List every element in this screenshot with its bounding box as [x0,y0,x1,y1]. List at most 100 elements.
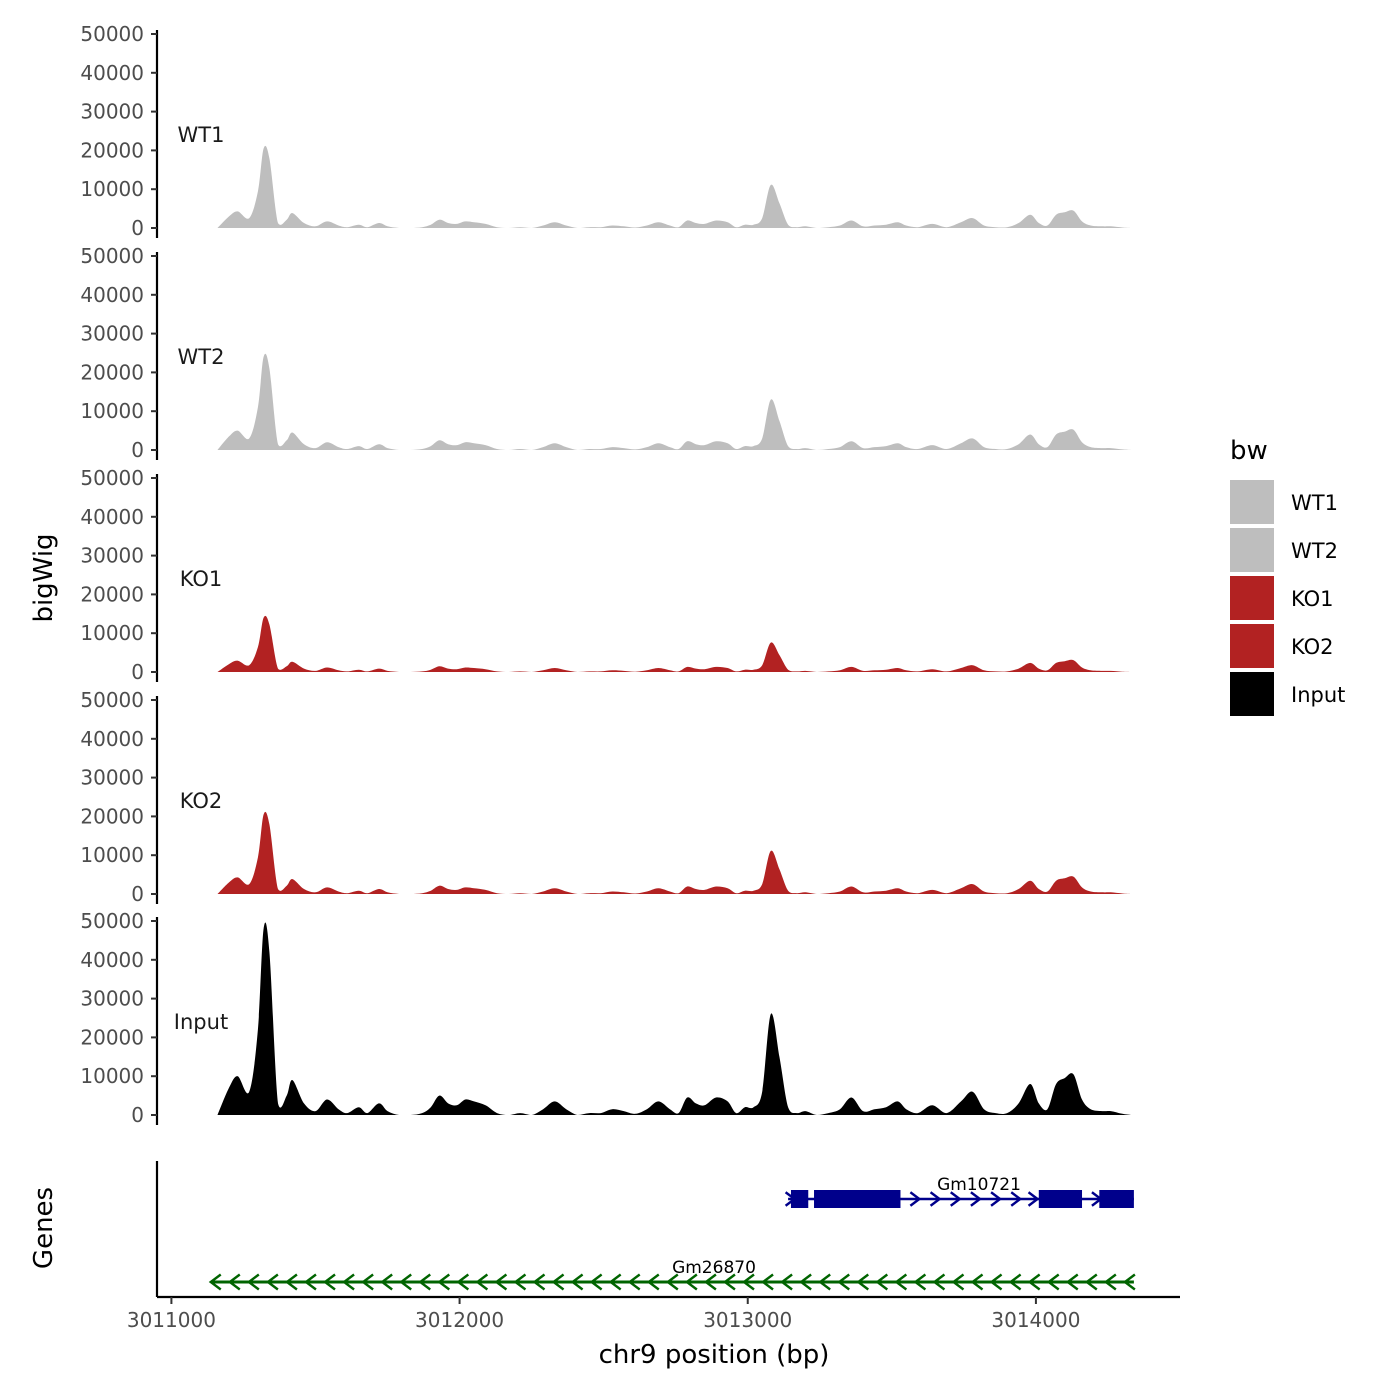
y-tick-label: 0 [131,660,144,684]
track-label-WT2: WT2 [178,345,225,369]
strand-chevron [380,1273,393,1291]
strand-chevron [1091,1191,1103,1207]
strand-chevron [1027,1191,1040,1207]
y-tick-label: 10000 [80,1064,144,1088]
y-tick-label: 40000 [80,283,144,307]
gene-exon [814,1190,901,1208]
y-tick-label: 40000 [80,61,144,85]
gene-label: Gm26870 [672,1258,756,1278]
x-tick-label: 3012000 [415,1308,504,1332]
legend: bw WT1 WT2 KO1 KO2 Input [1230,436,1345,716]
legend-swatch-WT1 [1230,480,1274,524]
x-tick-label: 3014000 [991,1308,1080,1332]
strand-chevron [627,1273,641,1291]
legend-label-WT2: WT2 [1291,539,1338,563]
strand-chevron [265,1273,279,1291]
strand-chevron [1065,1273,1079,1291]
y-tick-label: 50000 [80,244,144,268]
track-KO1: 0 10000 20000 30000 40000 50000 KO1 [80,466,1131,684]
strand-chevron [608,1273,622,1291]
strand-chevron [970,1273,984,1291]
x-tick-label: 3011000 [127,1308,216,1332]
y-axis-title-bigwig: bigWig [29,533,59,622]
strand-chevron [780,1273,793,1291]
strand-chevron [475,1273,489,1291]
strand-chevron [589,1273,603,1291]
gene-exon [790,1190,809,1208]
y-tick-label: 50000 [80,909,144,933]
strand-chevron [323,1273,336,1291]
track-label-KO1: KO1 [180,567,223,591]
y-tick-label: 0 [131,1103,144,1127]
strand-chevron [361,1273,374,1291]
strand-chevron [837,1273,850,1291]
x-axis: 3011000 3012000 3013000 3014000 [127,1295,1180,1332]
y-tick-label: 30000 [80,766,144,790]
y-tick-label: 0 [131,438,144,462]
legend-label-WT1: WT1 [1291,491,1338,515]
strand-chevron [646,1273,660,1291]
signal-area-WT1 [217,145,1131,228]
legend-swatch-KO2 [1230,624,1274,668]
track-Input: 0 10000 20000 30000 40000 50000 Input [80,909,1131,1127]
y-tick-label: 30000 [80,322,144,346]
y-tick-label: 20000 [80,804,144,828]
strand-chevron [875,1273,889,1291]
strand-chevron [399,1273,412,1291]
y-tick-label: 30000 [80,987,144,1011]
legend-label-KO1: KO1 [1291,587,1334,611]
strand-chevron [418,1273,431,1291]
strand-chevron [684,1273,698,1291]
legend-label-Input: Input [1291,683,1345,707]
legend-swatch-KO1 [1230,576,1274,620]
strand-chevron [246,1273,260,1291]
track-label-Input: Input [174,1010,228,1034]
strand-chevron [990,1191,1003,1207]
strand-chevron [208,1273,222,1291]
signal-area-KO1 [217,615,1131,672]
y-tick-label: 10000 [80,843,144,867]
y-tick-label: 20000 [80,360,144,384]
legend-title: bw [1230,436,1268,466]
y-tick-label: 30000 [80,544,144,568]
y-tick-label: 20000 [80,1025,144,1049]
strand-chevron [989,1273,1003,1291]
track-label-KO2: KO2 [180,789,223,813]
strand-chevron [1046,1273,1060,1291]
signal-area-Input [217,922,1131,1115]
strand-chevron [456,1273,470,1291]
strand-chevron [342,1273,355,1291]
gene-exon [1038,1190,1083,1208]
strand-chevron [303,1273,317,1291]
strand-chevron [437,1273,451,1291]
strand-chevron [703,1273,717,1291]
strand-chevron [1027,1273,1041,1291]
strand-chevron [799,1273,812,1291]
strand-chevron [761,1273,774,1291]
strand-chevron [722,1273,736,1291]
strand-chevron [284,1273,298,1291]
strand-chevron [913,1273,927,1291]
x-tick-label: 3013000 [703,1308,792,1332]
track-KO2: 0 10000 20000 30000 40000 50000 KO2 [80,688,1131,906]
signal-area-WT2 [217,353,1131,450]
y-tick-label: 0 [131,882,144,906]
strand-chevron [909,1191,922,1207]
signal-tracks: 0 10000 20000 30000 40000 50000 WT1 0 10000 20000… [80,22,1131,1127]
y-tick-label: 50000 [80,466,144,490]
strand-chevron [894,1273,908,1291]
y-tick-label: 20000 [80,582,144,606]
signal-area-KO2 [217,811,1131,894]
strand-chevron [970,1191,982,1207]
x-axis-title: chr9 position (bp) [599,1340,830,1370]
strand-chevron [1010,1191,1023,1207]
strand-chevron [665,1273,679,1291]
y-tick-label: 0 [131,216,144,240]
y-tick-label: 10000 [80,621,144,645]
y-tick-label: 50000 [80,22,144,46]
strand-chevron [929,1191,942,1207]
gene-track: Gm10721 Gm26870 [155,1161,1136,1297]
y-tick-label: 40000 [80,948,144,972]
gene-Gm10721: Gm10721 [784,1175,1134,1208]
